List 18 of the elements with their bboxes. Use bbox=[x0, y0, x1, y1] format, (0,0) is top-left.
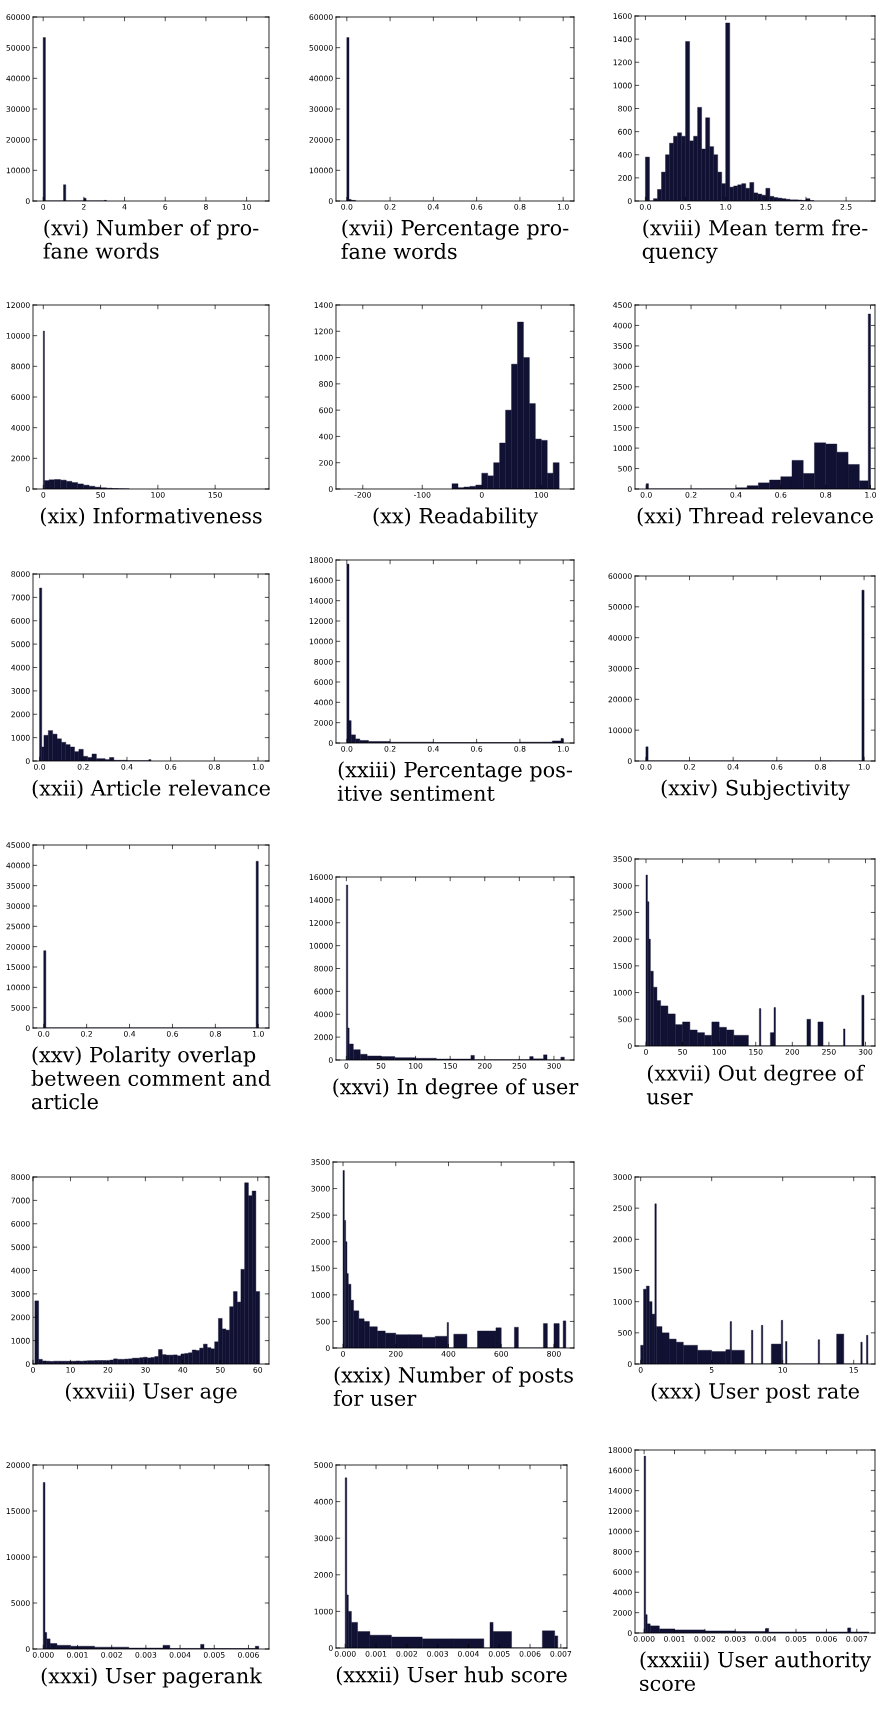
text: (xxviii) User age bbox=[65, 1382, 237, 1404]
text: (xix) Informativeness bbox=[40, 507, 262, 527]
text: (xx) Readability bbox=[373, 507, 538, 528]
text: (xxv) Polarity overlap between comment and article bbox=[31, 1046, 271, 1110]
text: (xviii) Mean term fre- quency bbox=[642, 219, 868, 264]
text: (xxiii) Percentage pos- itive sentiment bbox=[337, 761, 572, 802]
text: (xxvii) Out degree of user bbox=[646, 1064, 865, 1105]
text: (xxix) Number of posts for user bbox=[333, 1366, 573, 1407]
text: (xxvi) In degree of user bbox=[333, 1078, 579, 1099]
text: (xvii) Percentage pro- fane words bbox=[341, 219, 569, 260]
text: (xxxiii) User authority score bbox=[640, 1651, 872, 1692]
text: (xxii) Article relevance bbox=[32, 779, 270, 799]
text: (xxiv) Subjectivity bbox=[661, 779, 850, 800]
text: (xxxi) User pagerank bbox=[41, 1667, 263, 1688]
text: (xxi) Thread relevance bbox=[637, 507, 873, 527]
text: (xxxii) User hub score bbox=[336, 1666, 567, 1686]
text: (xxx) User post rate bbox=[651, 1382, 859, 1403]
text: (xvi) Number of pro- fane words bbox=[43, 219, 259, 259]
